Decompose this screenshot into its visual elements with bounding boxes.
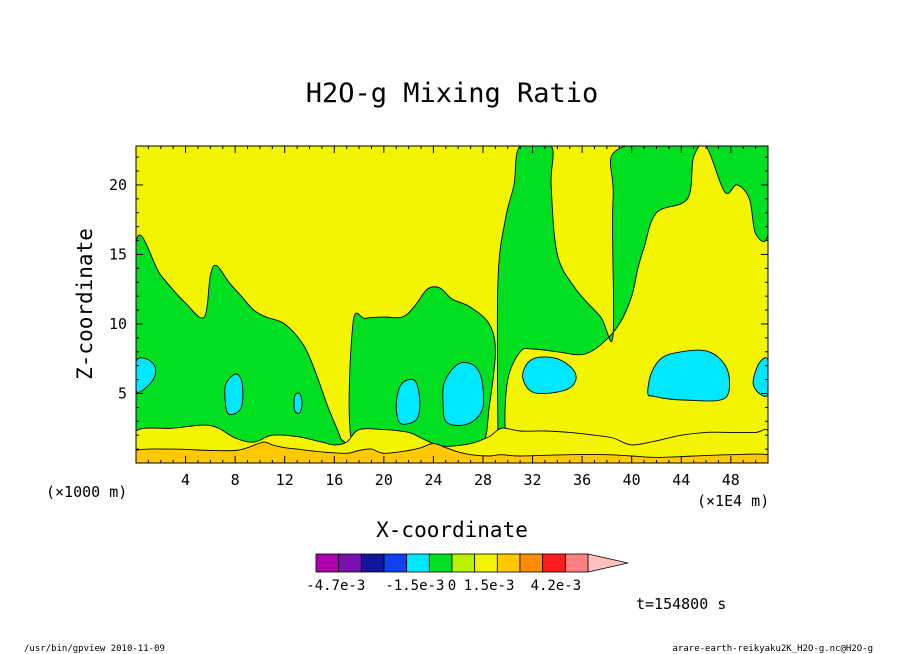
y-tick-label: 20 — [109, 176, 127, 194]
footer-left: /usr/bin/gpview 2010-11-09 — [24, 644, 165, 654]
colorbar-swatch — [542, 553, 566, 573]
footer-right: arare-earth-reikyaku2K_H2O-g.nc@H2O-g — [673, 644, 873, 654]
x-tick-label: 16 — [325, 471, 343, 489]
contour-region-cyan-11 — [647, 349, 731, 402]
contour-region-cyan-10 — [522, 356, 577, 395]
x-axis-ticks: 4 8 12 16 20 24 28 32 36 40 44 48 — [147, 146, 757, 489]
x-tick-label: 36 — [573, 471, 591, 489]
x-tick-label: 48 — [722, 471, 740, 489]
contour-region-cyan-9 — [442, 361, 485, 426]
x-scale-note: (×1E4 m) — [697, 492, 769, 510]
colorbar-tick-label: -4.7e-3 — [306, 578, 365, 594]
contour-region-orange-4 — [136, 441, 768, 463]
colorbar-swatch — [338, 553, 362, 573]
x-tick-label: 20 — [375, 471, 393, 489]
x-tick-label: 44 — [672, 471, 690, 489]
x-tick-label: 24 — [424, 471, 442, 489]
x-tick-label: 32 — [524, 471, 542, 489]
colorbar-extend-arrow — [587, 553, 629, 573]
plot-frame — [135, 145, 769, 464]
colorbar-swatch — [406, 553, 430, 573]
contour-region-cyan-12 — [752, 357, 768, 397]
colorbar-swatch — [451, 553, 476, 573]
x-axis-title: X-coordinate — [376, 518, 528, 542]
contour-region-cyan-5 — [136, 357, 157, 393]
colorbar-swatch — [315, 553, 340, 573]
x-tick-label: 8 — [231, 471, 240, 489]
x-tick-label: 40 — [623, 471, 641, 489]
contour-region-cyan-7 — [293, 392, 303, 414]
contour-region-cyan-6 — [224, 373, 244, 415]
colorbar-tick-label: 0 — [448, 578, 456, 594]
y-axis-title: Z-coordinate — [73, 228, 97, 380]
chart-title: H2O-g Mixing Ratio — [306, 78, 599, 109]
time-label: t=154800 s — [636, 595, 726, 613]
colorbar-swatch — [383, 553, 408, 573]
y-scale-note: (×1000 m) — [46, 483, 127, 501]
contour-region-cyan-8 — [395, 378, 421, 425]
colorbar-tick-label: 4.2e-3 — [531, 578, 582, 594]
x-tick-label: 28 — [474, 471, 492, 489]
colorbar-swatch — [474, 553, 498, 573]
y-tick-label: 10 — [109, 315, 127, 333]
colorbar-swatch — [564, 553, 589, 573]
contour-regions — [136, 146, 768, 463]
colorbar-swatch — [360, 553, 385, 573]
colorbar: -4.7e-3 -1.5e-3 0 1.5e-3 4.2e-3 — [306, 553, 629, 594]
y-tick-label: 5 — [118, 384, 127, 402]
x-tick-label: 4 — [181, 471, 190, 489]
colorbar-tick-label: -1.5e-3 — [385, 578, 444, 594]
colorbar-swatch — [519, 553, 544, 573]
colorbar-tick-label: 1.5e-3 — [464, 578, 515, 594]
colorbar-swatch — [428, 553, 453, 573]
x-tick-label: 12 — [276, 471, 294, 489]
y-tick-label: 15 — [109, 245, 127, 263]
y-axis-ticks: 5 10 15 20 — [109, 156, 768, 450]
colorbar-swatch — [496, 553, 521, 573]
